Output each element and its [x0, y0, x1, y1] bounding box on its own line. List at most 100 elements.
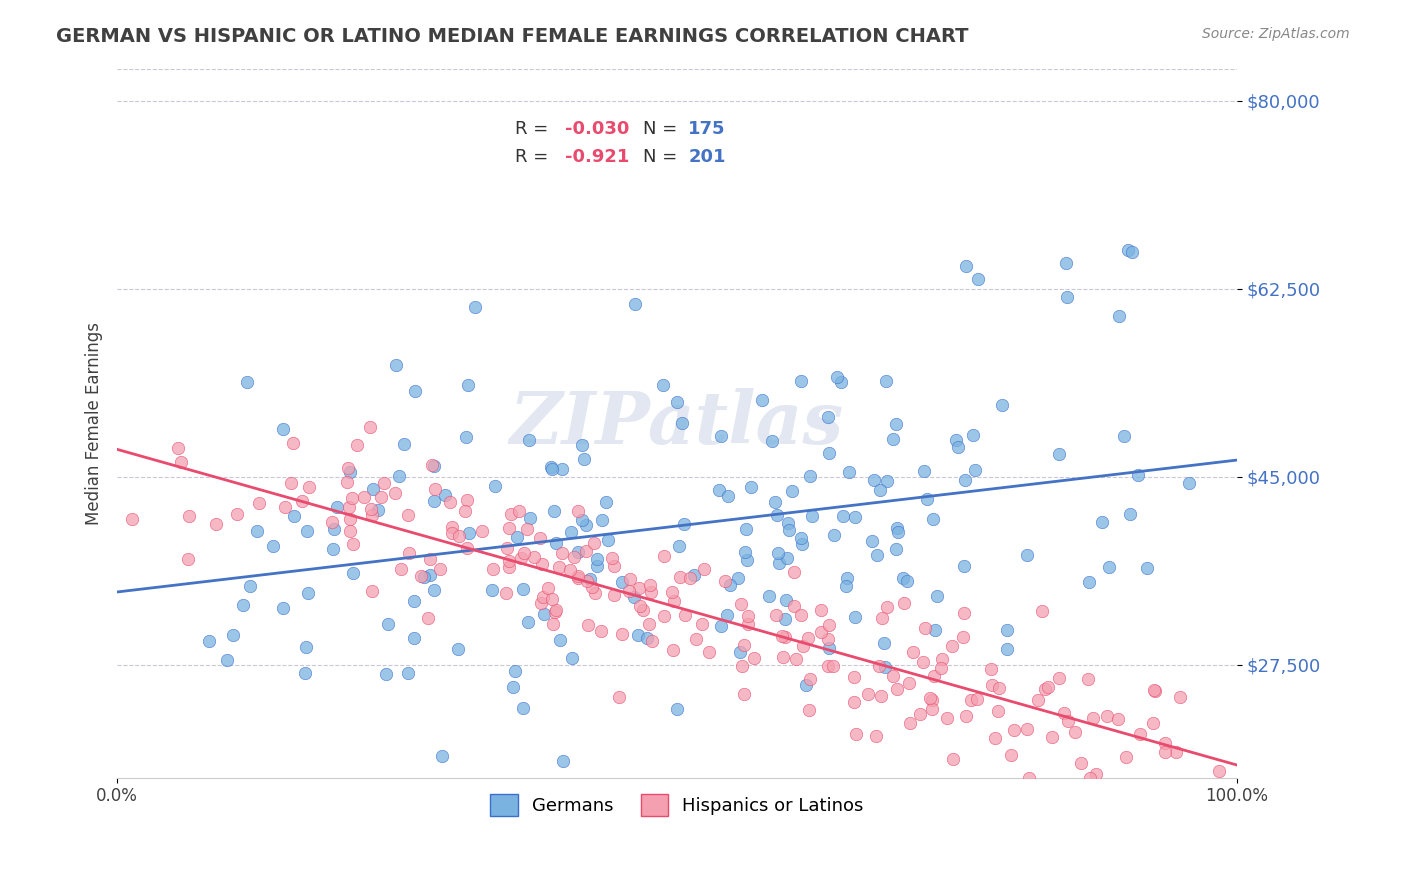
Point: [389, 562, 412, 576]
Point: [638, 617, 661, 632]
Point: [246, 524, 269, 538]
Point: [1031, 604, 1053, 618]
Point: [665, 395, 688, 409]
Point: [484, 479, 506, 493]
Point: [876, 474, 898, 488]
Point: [404, 384, 426, 398]
Point: [740, 480, 762, 494]
Point: [574, 517, 596, 532]
Point: [844, 510, 866, 524]
Point: [508, 504, 530, 518]
Point: [870, 611, 893, 625]
Point: [959, 693, 981, 707]
Point: [946, 440, 969, 454]
Point: [673, 608, 696, 623]
Point: [1033, 682, 1056, 697]
Point: [1112, 429, 1135, 443]
Text: R =: R =: [515, 148, 554, 166]
Point: [1070, 756, 1092, 771]
Point: [600, 550, 623, 565]
Point: [610, 626, 633, 640]
Point: [875, 374, 897, 388]
Point: [962, 428, 984, 442]
Point: [236, 375, 259, 389]
Point: [1107, 712, 1129, 726]
Point: [640, 584, 662, 599]
Point: [503, 664, 526, 678]
Point: [1153, 745, 1175, 759]
Point: [439, 495, 461, 509]
Point: [516, 522, 538, 536]
Point: [339, 466, 361, 480]
Point: [280, 476, 302, 491]
Point: [498, 560, 520, 574]
Point: [882, 669, 904, 683]
Point: [574, 543, 596, 558]
Point: [952, 606, 974, 620]
Point: [780, 484, 803, 499]
Point: [510, 550, 533, 565]
Point: [353, 490, 375, 504]
Point: [984, 731, 1007, 745]
Point: [734, 545, 756, 559]
Point: [502, 680, 524, 694]
Point: [817, 641, 839, 656]
Point: [869, 483, 891, 498]
Point: [945, 433, 967, 447]
Point: [402, 632, 425, 646]
Point: [385, 359, 408, 373]
Point: [912, 655, 935, 669]
Point: [198, 634, 221, 648]
Point: [737, 608, 759, 623]
Point: [782, 565, 804, 579]
Point: [987, 704, 1010, 718]
Point: [737, 616, 759, 631]
Point: [454, 430, 477, 444]
Point: [838, 465, 860, 479]
Point: [717, 489, 740, 503]
Point: [775, 592, 797, 607]
Point: [167, 441, 190, 455]
Point: [935, 711, 957, 725]
Point: [690, 617, 713, 632]
Point: [1000, 747, 1022, 762]
Point: [567, 545, 589, 559]
Point: [262, 539, 284, 553]
Y-axis label: Median Female Earnings: Median Female Earnings: [86, 321, 103, 524]
Point: [710, 429, 733, 443]
Point: [1078, 574, 1101, 589]
Point: [640, 578, 662, 592]
Point: [799, 468, 821, 483]
Point: [548, 560, 571, 574]
Point: [471, 524, 494, 539]
Point: [517, 615, 540, 629]
Point: [121, 512, 143, 526]
Point: [575, 574, 598, 589]
Point: [810, 625, 832, 640]
Point: [664, 594, 686, 608]
Point: [1168, 690, 1191, 704]
Point: [1056, 290, 1078, 304]
Point: [770, 629, 793, 643]
Point: [633, 602, 655, 616]
Point: [966, 692, 988, 706]
Point: [591, 513, 613, 527]
Point: [766, 508, 789, 522]
Point: [360, 419, 382, 434]
Point: [796, 631, 818, 645]
Point: [683, 567, 706, 582]
Point: [693, 561, 716, 575]
Point: [955, 260, 977, 274]
Point: [404, 594, 426, 608]
Point: [419, 567, 441, 582]
Point: [773, 630, 796, 644]
Point: [361, 583, 384, 598]
Point: [576, 617, 599, 632]
Point: [531, 591, 554, 605]
Point: [1047, 671, 1070, 685]
Point: [624, 297, 647, 311]
Point: [586, 559, 609, 574]
Point: [817, 659, 839, 673]
Point: [915, 491, 938, 506]
Point: [845, 726, 868, 740]
